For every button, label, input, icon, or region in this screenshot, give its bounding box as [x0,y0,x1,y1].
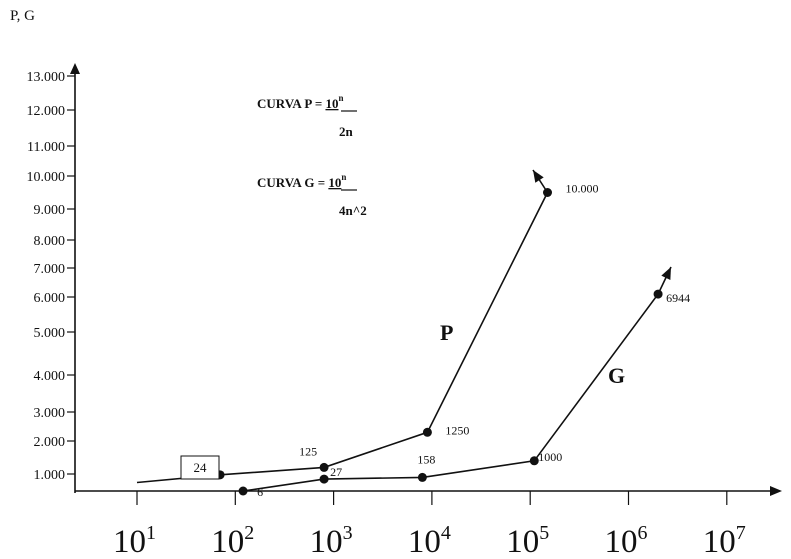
x-ticks: 101 102 103 104 105 106 107 [113,491,746,559]
formula-prefix: CURVA P = 10n [257,93,344,111]
data-point [417,472,427,482]
data-label: 1000 [538,450,562,464]
data-point [319,474,329,484]
y-tick-label: 5.000 [34,326,66,341]
x-tick-label: 105 [506,522,549,559]
y-tick-label: 7.000 [34,262,66,277]
data-label: 6944 [666,291,690,305]
axes [70,63,782,496]
data-point [238,486,248,496]
series-arrowhead [661,267,671,280]
formula-exponent: n [338,93,343,103]
x-tick-label: 103 [310,522,353,559]
y-tick-label: 4.000 [34,369,66,384]
formula-lhs: CURVA G = [257,175,328,190]
data-label: 6 [257,485,263,499]
data-point [422,427,432,437]
x-tick-base: 10 [211,524,244,559]
y-tick-label: 8.000 [34,234,66,249]
y-tick-label: 9.000 [34,203,66,218]
x-tick-exponent: 1 [146,522,156,544]
series-arrowhead [533,170,544,183]
series-G: 6 27 158 1000 6944 G [238,266,690,499]
formula-lhs: CURVA P = [257,96,325,111]
x-tick-exponent: 2 [244,522,254,544]
x-tick-base: 10 [506,524,539,559]
data-label: 1250 [445,423,469,437]
series-P: 24 125 1250 10.000 P [136,169,599,484]
data-label: 27 [330,465,342,479]
formula-prefix: CURVA G = 10n [257,172,346,190]
y-axis-arrowhead [70,63,80,74]
x-tick-label: 107 [703,522,746,559]
x-tick-exponent: 7 [736,522,746,544]
x-tick-exponent: 6 [638,522,648,544]
data-label: 24 [194,460,208,475]
y-tick-label: 2.000 [34,435,66,450]
x-tick-base: 10 [408,524,441,559]
x-tick-base: 10 [113,524,146,559]
y-tick-label: 6.000 [34,291,66,306]
curve-formula: CURVA G = 10n 4n^2 [257,172,367,218]
series-name-label: P [440,320,453,345]
x-tick-label: 106 [605,522,648,559]
series-name-label: G [608,363,625,388]
y-tick-label: 1.000 [34,468,66,483]
x-tick-label: 104 [408,522,451,559]
x-tick-exponent: 3 [343,522,353,544]
data-point [319,462,329,472]
y-tick-label: 12.000 [27,104,66,119]
data-label-box [180,455,220,480]
x-tick-label: 102 [211,522,254,559]
x-tick-base: 10 [310,524,343,559]
x-tick-exponent: 4 [441,522,451,544]
formula-denominator: 4n^2 [339,203,367,218]
curve-formula: CURVA P = 10n 2n [257,93,357,139]
formula-base: 10 [325,96,338,111]
y-tick-label: 10.000 [27,170,66,185]
y-tick-label: 11.000 [27,140,65,155]
x-tick-base: 10 [605,524,638,559]
y-tick-label: 3.000 [34,406,66,421]
formula-exponent: n [341,172,346,182]
x-tick-base: 10 [703,524,736,559]
data-point [543,188,553,197]
x-tick-label: 101 [113,522,156,559]
formula-base: 10 [328,175,341,190]
series-line [242,266,672,492]
data-label: 10.000 [566,182,599,196]
x-axis-arrowhead [770,486,782,496]
y-tick-label: 13.000 [27,70,66,85]
y-ticks: 1.000 2.000 3.000 4.000 5.000 6.000 7.000 8.000… [27,70,75,483]
data-point [529,456,539,466]
data-point [653,289,663,299]
x-tick-exponent: 5 [539,522,549,544]
data-label: 158 [417,452,435,466]
data-label: 125 [299,444,317,458]
formula-denominator: 2n [339,124,354,139]
y-axis-label: P, G [10,8,35,24]
series-layer: 24 125 1250 10.000 P 6 27 158 1000 6944 G [136,169,690,499]
